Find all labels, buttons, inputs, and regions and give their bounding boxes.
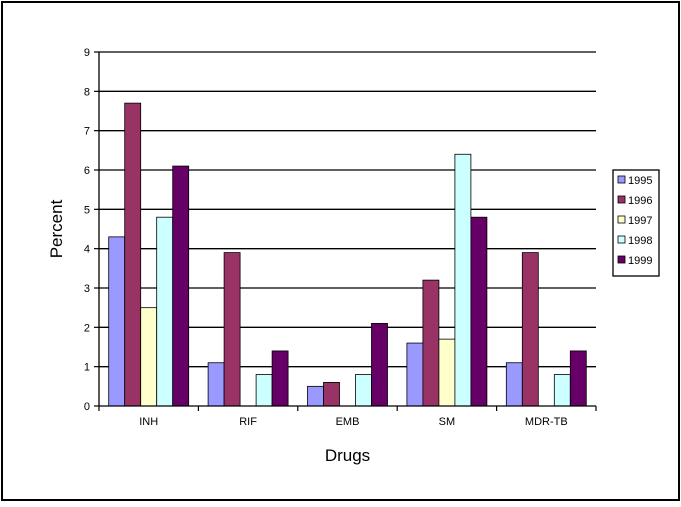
legend-swatch-1998 (617, 235, 626, 244)
legend-label-1998: 1998 (628, 235, 652, 247)
bar-1998-mdr-tb (553, 374, 571, 407)
y-tick-label-2: 2 (84, 322, 90, 334)
bar-1999-emb (371, 322, 388, 407)
bar-1997-sm (438, 338, 456, 407)
bar-1995-sm (406, 342, 424, 407)
x-tick-label-inh: INH (139, 416, 158, 428)
bar-1995-rif (207, 362, 225, 407)
x-tick-labels: INH RIF EMB SM MDR-TB (139, 416, 567, 428)
y-tick-label-8: 8 (84, 86, 90, 98)
bar-1999-inh (172, 165, 190, 407)
legend-label-1996: 1996 (628, 195, 652, 207)
legend: 1995 1996 1997 1998 1999 (612, 169, 660, 277)
y-tick-label-0: 0 (84, 401, 90, 413)
legend-swatch-1995 (617, 175, 626, 184)
bar-1999-mdr-tb (569, 350, 587, 407)
legend-label-1999: 1999 (628, 255, 652, 267)
bar-1999-rif (271, 350, 289, 407)
y-tick-label-6: 6 (84, 165, 90, 177)
bar-1996-sm (422, 279, 440, 407)
y-tick-label-1: 1 (84, 362, 90, 374)
bar-1995-emb (307, 385, 324, 407)
y-tick-label-4: 4 (84, 244, 90, 256)
legend-swatch-1999 (617, 255, 626, 264)
bar-1998-inh (156, 216, 174, 407)
legend-label-1995: 1995 (628, 175, 652, 187)
x-tick-label-mdr-tb: MDR-TB (525, 416, 568, 428)
bar-1996-mdr-tb (521, 252, 539, 407)
legend-label-1997: 1997 (628, 215, 652, 227)
x-tick-label-rif: RIF (239, 416, 257, 428)
y-tick-label-9: 9 (84, 47, 90, 59)
bar-1996-inh (124, 102, 142, 407)
x-axis-title: Drugs (325, 446, 370, 465)
legend-swatch-1997 (617, 215, 626, 224)
y-tick-labels: 0 1 2 3 4 5 6 7 8 9 (84, 47, 90, 413)
x-tick-label-emb: EMB (336, 416, 360, 428)
bar-1998-emb (355, 374, 372, 407)
axes (94, 51, 597, 411)
y-tick-label-5: 5 (84, 204, 90, 216)
bar-1996-emb (323, 381, 340, 407)
bars-group (108, 102, 587, 407)
bar-1997-inh (140, 307, 158, 407)
legend-swatch-1996 (617, 195, 626, 204)
bar-1998-sm (454, 153, 472, 407)
bar-1999-sm (470, 216, 488, 407)
bar-1998-rif (255, 374, 273, 407)
x-tick-label-sm: SM (439, 416, 456, 428)
y-tick-label-3: 3 (84, 283, 90, 295)
y-axis-title: Percent (47, 199, 66, 258)
bar-1995-mdr-tb (505, 362, 523, 407)
bar-1995-inh (108, 236, 126, 407)
bar-1996-rif (223, 252, 241, 407)
y-tick-label-7: 7 (84, 126, 90, 138)
